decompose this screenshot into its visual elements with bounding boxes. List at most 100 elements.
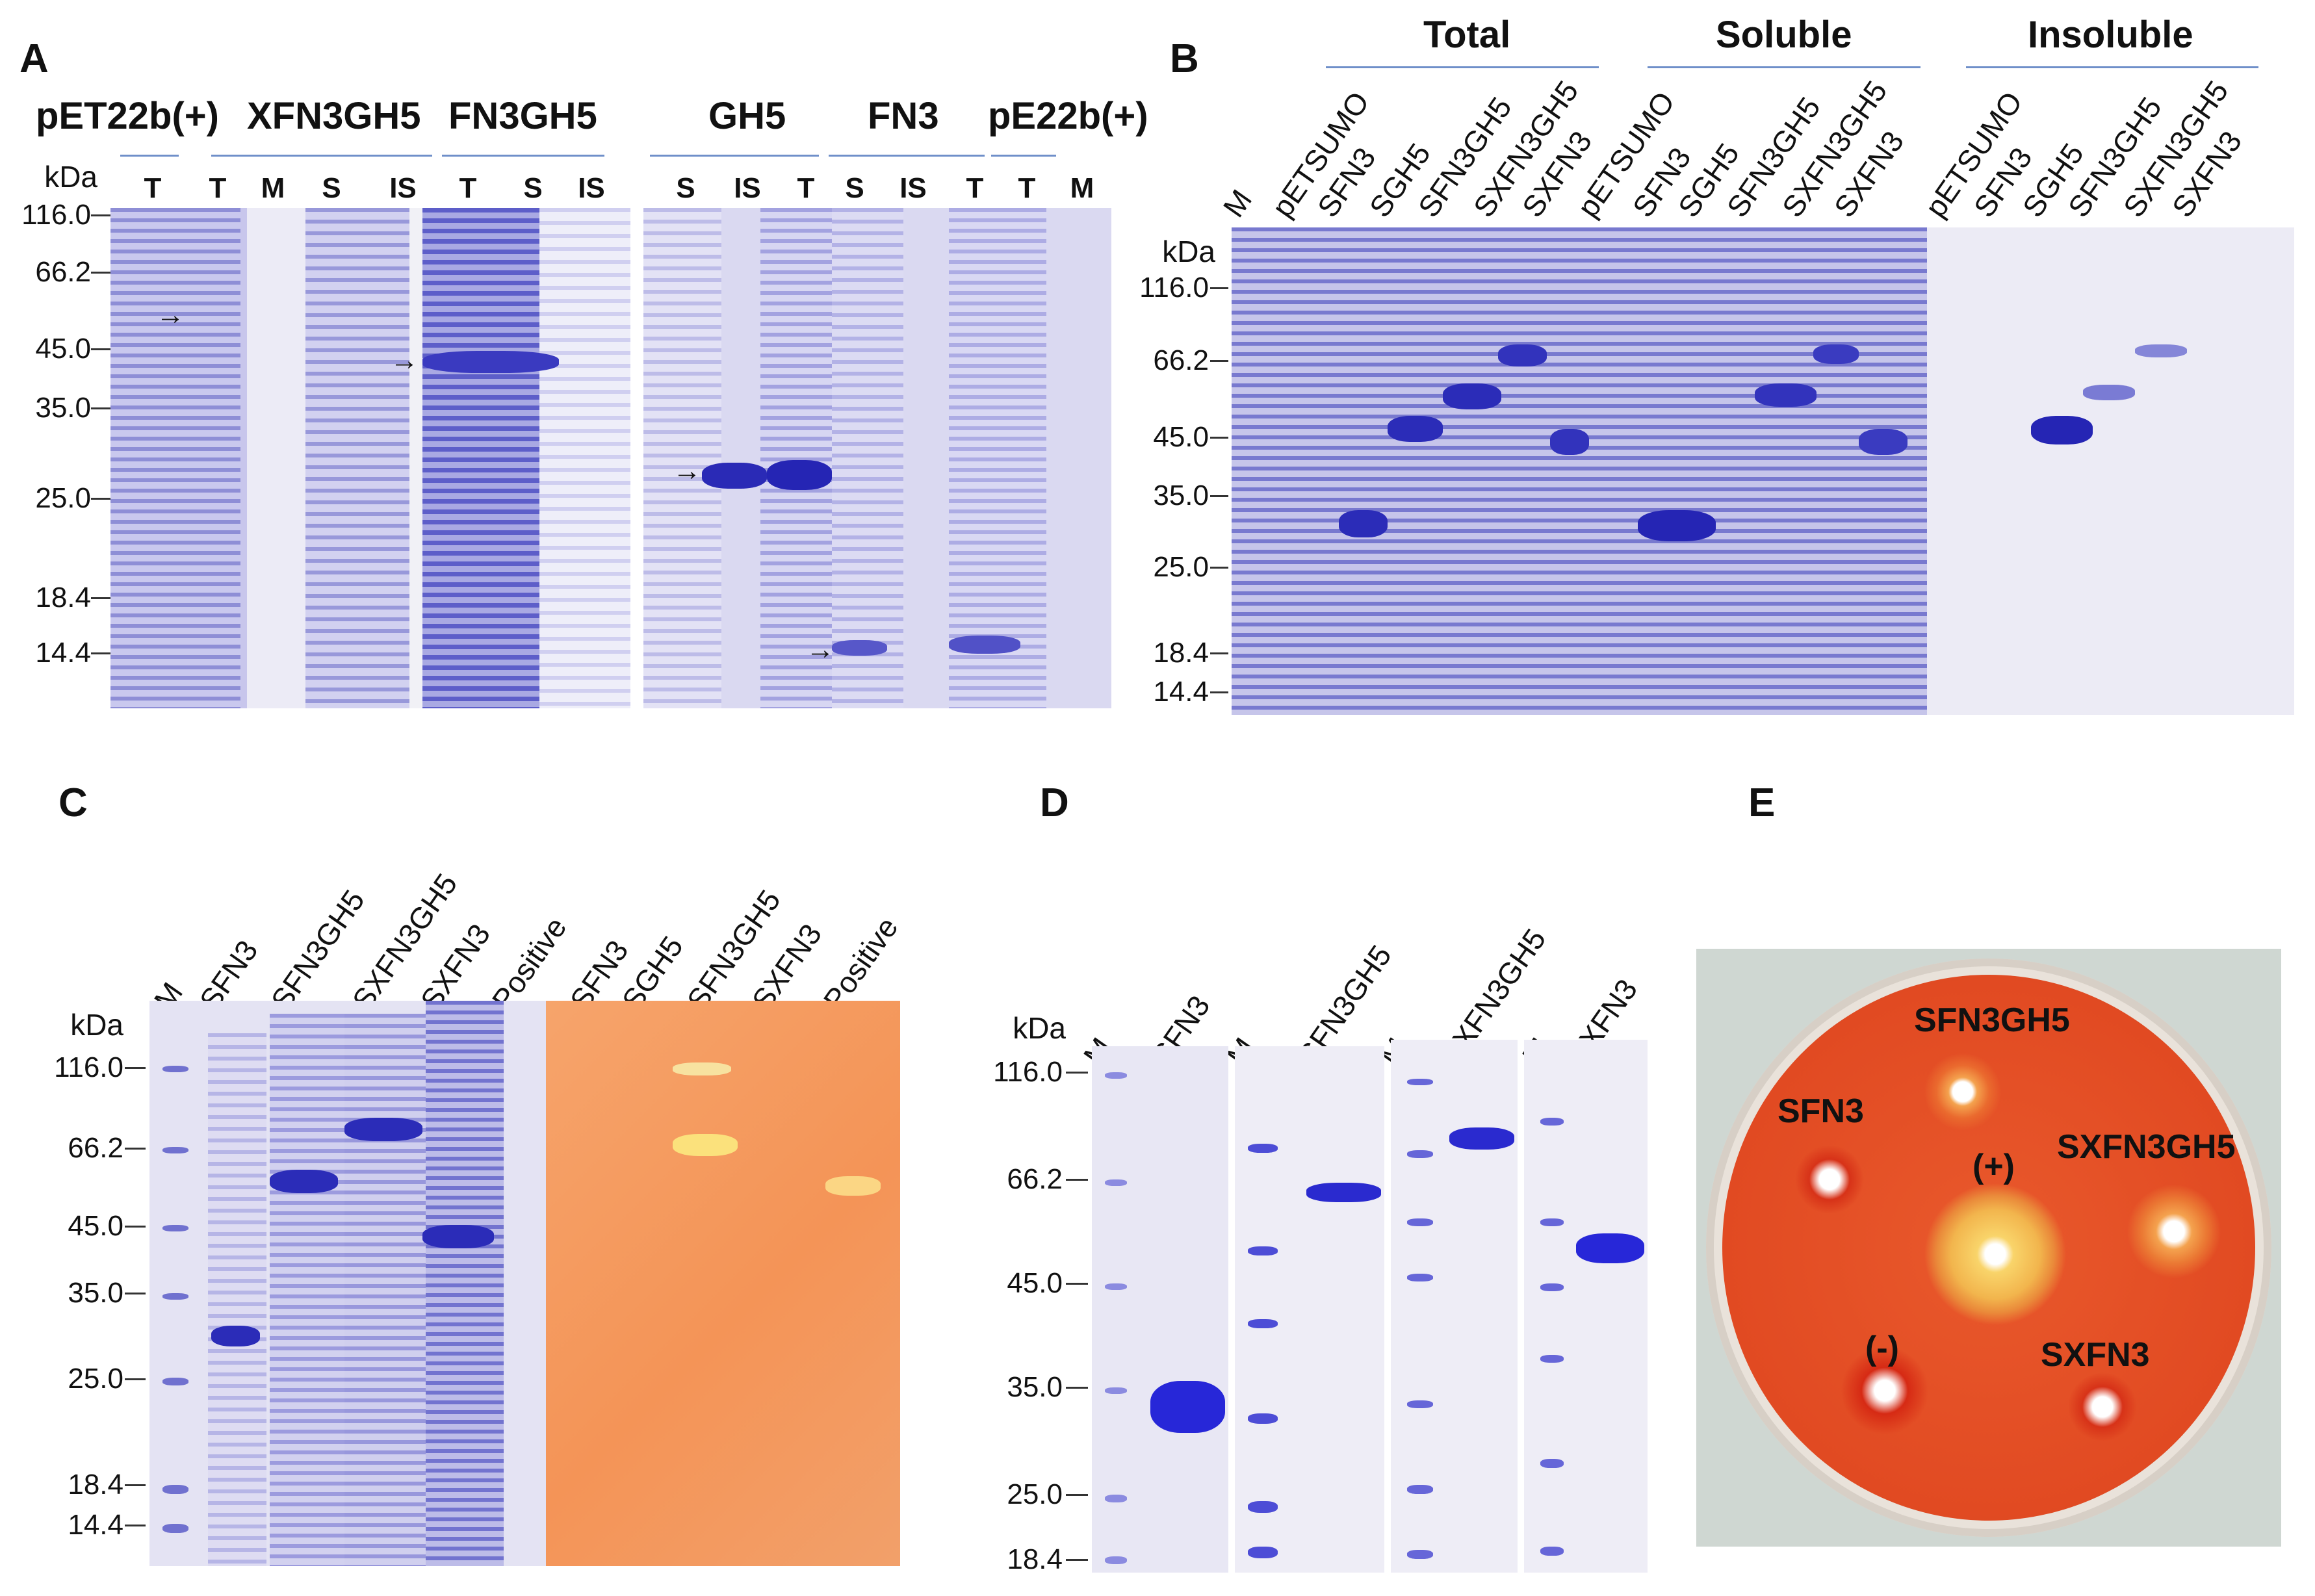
- band: [162, 1147, 188, 1153]
- well: [1839, 1345, 1930, 1436]
- band: [344, 1118, 422, 1141]
- mw-tick: [1066, 1494, 1088, 1496]
- band: [1248, 1501, 1278, 1513]
- well-label: SFN3: [1778, 1092, 1864, 1130]
- header-line: [442, 155, 604, 157]
- mw-label: 25.0: [68, 1363, 123, 1395]
- mw-label: 35.0: [1153, 480, 1209, 511]
- band: [1339, 510, 1388, 537]
- band: [270, 1170, 338, 1193]
- gel-d-2: [1235, 1046, 1384, 1573]
- gel-c-zymogram: [546, 1001, 900, 1566]
- lane-label: T: [459, 172, 477, 204]
- well: [2067, 1371, 2138, 1443]
- header-line: [1966, 66, 2258, 68]
- mw-tick: [125, 1293, 146, 1294]
- band: [1540, 1547, 1564, 1556]
- mw-label: 18.4: [35, 582, 91, 613]
- band: [1248, 1319, 1278, 1328]
- mw-tick: [1066, 1283, 1088, 1285]
- band: [1407, 1485, 1433, 1494]
- mw-label: 35.0: [68, 1277, 123, 1309]
- band: [1540, 1218, 1564, 1226]
- lane-label: S: [845, 172, 864, 204]
- band: [162, 1293, 188, 1300]
- mw-label: 116.0: [1139, 272, 1209, 303]
- group-soluble: Soluble: [1716, 14, 1852, 56]
- mw-label: 25.0: [1153, 551, 1209, 583]
- mw-tick: [91, 652, 110, 654]
- mw-label: 45.0: [1007, 1267, 1063, 1299]
- band: [2135, 344, 2187, 357]
- lane-label: T: [144, 172, 162, 204]
- header-line: [211, 155, 432, 157]
- band: [1443, 383, 1501, 409]
- band: [422, 1225, 494, 1248]
- band: [1388, 416, 1443, 442]
- mw-label: 14.4: [35, 637, 91, 669]
- mw-tick: [91, 407, 110, 409]
- panel-label-a: A: [19, 36, 49, 81]
- band: [1813, 344, 1859, 364]
- kda-label: kDa: [1162, 235, 1215, 268]
- band: [673, 1062, 731, 1075]
- mw-tick: [1210, 437, 1228, 439]
- mw-tick: [1066, 1387, 1088, 1389]
- mw-label: 66.2: [1007, 1163, 1063, 1195]
- band: [2031, 416, 2093, 444]
- gel-b: [1232, 227, 2294, 715]
- group-insoluble: Insoluble: [2028, 14, 2193, 56]
- band: [1540, 1355, 1564, 1363]
- band: [1540, 1118, 1564, 1126]
- lane-label: M: [261, 172, 285, 204]
- band: [162, 1524, 188, 1533]
- band: [1407, 1218, 1433, 1226]
- band: [1248, 1144, 1278, 1153]
- lane-label: IS: [389, 172, 417, 204]
- mw-label: 25.0: [1007, 1478, 1063, 1510]
- gel-d-1: [1092, 1046, 1228, 1573]
- band: [1638, 510, 1716, 541]
- well-label: (-): [1865, 1330, 1899, 1367]
- mw-label: 116.0: [993, 1056, 1063, 1088]
- header-a-0: pET22b(+): [36, 95, 219, 137]
- lane-label: IS: [899, 172, 927, 204]
- well: [1924, 1053, 2002, 1131]
- band: [1105, 1387, 1127, 1394]
- band: [211, 1326, 260, 1346]
- mw-tick: [125, 1067, 146, 1069]
- band: [702, 463, 767, 489]
- kda-label: kDa: [44, 160, 97, 194]
- mw-tick: [1210, 652, 1228, 654]
- band: [1576, 1233, 1644, 1263]
- band: [1407, 1550, 1433, 1559]
- mw-label: 116.0: [21, 199, 91, 231]
- band: [1550, 429, 1589, 455]
- mw-label: 18.4: [1007, 1543, 1063, 1575]
- mw-label: 25.0: [35, 482, 91, 514]
- arrow-icon: →: [806, 634, 834, 665]
- band: [1407, 1079, 1433, 1085]
- header-line: [829, 155, 985, 157]
- lane-label: S: [523, 172, 543, 204]
- band: [1105, 1495, 1127, 1502]
- kda-label: kDa: [1013, 1011, 1066, 1045]
- mw-tick: [91, 597, 110, 599]
- panel-label-d: D: [1040, 780, 1069, 825]
- mw-tick: [1066, 1072, 1088, 1074]
- well-label: SFN3GH5: [1914, 1001, 2070, 1039]
- band: [673, 1134, 738, 1156]
- lane-label: T: [966, 172, 984, 204]
- band: [2083, 385, 2135, 400]
- arrow-icon: →: [390, 344, 419, 376]
- band: [832, 640, 887, 656]
- gel-c-coomassie: [149, 1001, 546, 1566]
- band: [767, 460, 832, 490]
- mw-tick: [91, 214, 110, 216]
- band: [1407, 1150, 1433, 1158]
- band: [1105, 1283, 1127, 1290]
- lane-label: T: [797, 172, 815, 204]
- mw-tick: [91, 498, 110, 500]
- band: [1306, 1183, 1381, 1202]
